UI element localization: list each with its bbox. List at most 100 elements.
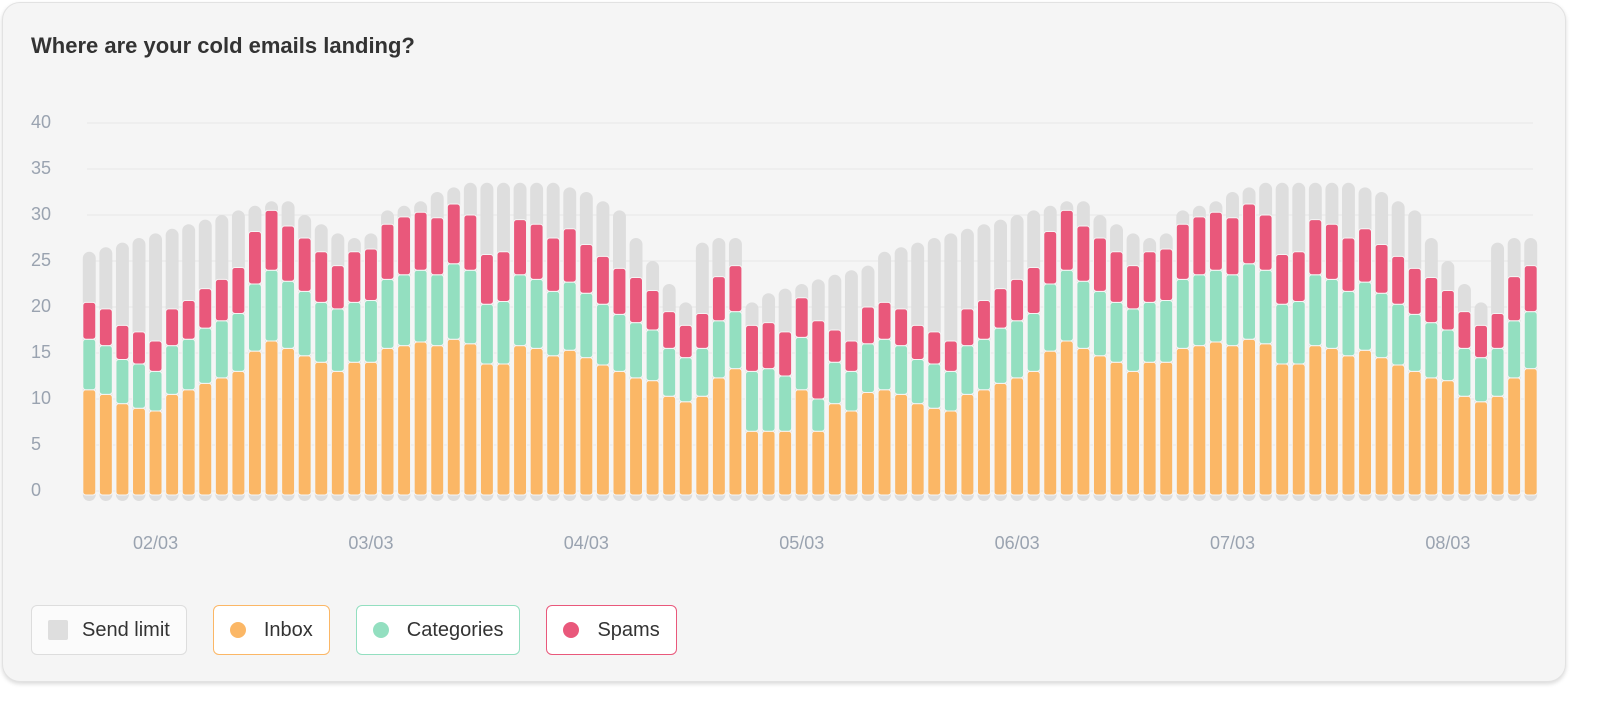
stack-segment (794, 389, 809, 496)
stack-segment (1341, 237, 1356, 292)
stack-segment (1059, 269, 1074, 342)
stack-segment (281, 347, 296, 496)
stack-segment (1341, 355, 1356, 496)
stack-segment (711, 320, 726, 379)
stack-segment (844, 410, 859, 496)
stack-segment (1109, 301, 1124, 363)
stack-segment (397, 274, 412, 347)
stack-segment (695, 312, 710, 349)
stack-segment (1092, 290, 1107, 357)
stack-segment (645, 329, 660, 382)
stack-segment (612, 267, 627, 315)
stack-segment (960, 393, 975, 496)
stack-segment (595, 255, 610, 305)
stack-segment (297, 237, 312, 292)
stack-segment (927, 407, 942, 496)
stack-segment (546, 355, 561, 496)
stack-segment (1424, 277, 1439, 324)
stack-segment (894, 308, 909, 347)
stack-segment (198, 327, 213, 384)
stack-segment (695, 395, 710, 496)
stack-segment (662, 347, 677, 397)
chart-title: Where are your cold emails landing? (31, 33, 415, 58)
stack-segment (1457, 347, 1472, 397)
stack-segment (910, 403, 925, 496)
stack-segment (1308, 274, 1323, 347)
legend-swatch (372, 622, 389, 638)
stack-segment (1490, 312, 1505, 349)
stack-segment (181, 300, 196, 340)
y-tick-label: 0 (31, 480, 41, 500)
stack-segment (1374, 243, 1389, 294)
stack-segment (1225, 274, 1240, 347)
stack-segment (115, 403, 130, 496)
stack-segment (446, 338, 461, 496)
stack-segment (910, 324, 925, 360)
stack-segment (347, 361, 362, 496)
stack-segment (1424, 377, 1439, 496)
legend-swatch (48, 620, 68, 640)
stack-segment (1142, 361, 1157, 496)
stack-segment (811, 430, 826, 496)
stack-segment (347, 251, 362, 303)
stack-segment (1341, 290, 1356, 357)
stack-segment (678, 324, 693, 359)
stack-segment (479, 303, 494, 365)
stack-segment (844, 340, 859, 372)
stack-segment (380, 278, 395, 349)
card: Where are your cold emails landing? 0 5 10… (2, 2, 1566, 682)
legend-item[interactable]: Inbox (212, 605, 330, 655)
stack-segment (778, 331, 793, 377)
legend-label: Categories (406, 618, 504, 641)
stack-segment (529, 223, 544, 280)
stack-segment (1126, 308, 1141, 372)
stack-segment (314, 301, 329, 363)
stack-segment (1440, 329, 1455, 382)
stack-segment (132, 407, 146, 496)
stack-segment (629, 277, 643, 324)
stack-segment (877, 389, 892, 496)
stack-segment (363, 300, 378, 363)
stack-segment (513, 219, 528, 276)
legend-label: Inbox (263, 618, 313, 641)
stack-segment (612, 370, 627, 496)
stack-segment (264, 209, 279, 271)
stack-segment (1126, 370, 1141, 496)
stack-segment (778, 430, 793, 496)
stack-segment (248, 283, 262, 352)
stack-segment (562, 349, 577, 496)
stack-segment (1490, 347, 1505, 397)
stack-segment (1474, 357, 1488, 403)
stack-segment (993, 288, 1008, 329)
stack-segment (1026, 370, 1041, 496)
stack-segment (1258, 214, 1273, 271)
stack-segment (1457, 395, 1472, 496)
stack-segment (115, 324, 130, 360)
stack-segment (330, 265, 345, 310)
stack-segment (662, 395, 677, 496)
stack-segment (115, 358, 130, 405)
stack-segment (446, 263, 461, 340)
stack-segment (330, 308, 345, 372)
stack-segment (1507, 276, 1522, 322)
stack-segment (231, 370, 246, 496)
stack-segment (496, 300, 511, 365)
stack-segment (165, 345, 180, 395)
stack-segment (1374, 357, 1389, 496)
stack-segment (1175, 278, 1190, 349)
legend-label: Send limit (82, 618, 170, 641)
stack-segment (231, 312, 246, 372)
stack-segment (248, 350, 262, 496)
legend-item[interactable]: Spams (546, 605, 677, 655)
legend-item[interactable]: Send limit (31, 605, 187, 655)
legend-item[interactable]: Categories (355, 605, 521, 655)
stack-segment (1192, 274, 1207, 347)
stack-segment (1391, 364, 1406, 496)
stack-segment (281, 280, 296, 349)
stack-segment (595, 364, 610, 496)
stack-segment (562, 281, 577, 351)
stack-segment (496, 251, 511, 302)
stack-segment (778, 375, 793, 432)
stack-segment (1275, 303, 1290, 365)
stack-segment (1457, 311, 1472, 349)
